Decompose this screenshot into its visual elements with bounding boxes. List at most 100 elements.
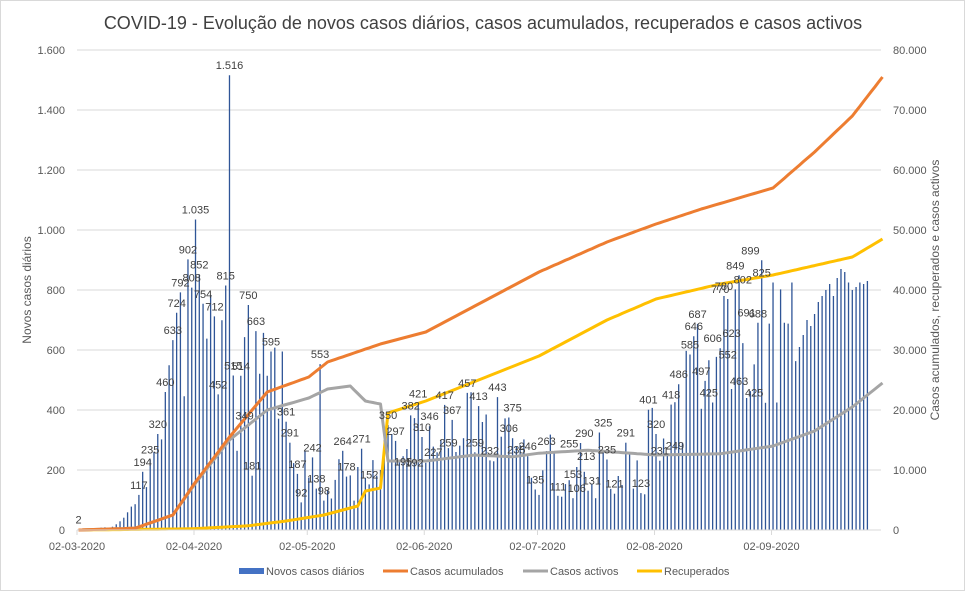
data-label: 815 (217, 271, 235, 283)
data-label: 382 (401, 400, 419, 412)
data-label: 192 (405, 457, 423, 469)
data-label: 413 (469, 391, 487, 403)
data-labels: 21171942353204606337247929028081.0358527… (75, 60, 770, 526)
y-right-tick-label: 60.000 (893, 165, 927, 177)
data-label: 297 (386, 426, 404, 438)
legend-swatch-bar (239, 568, 264, 574)
data-label: 802 (734, 274, 752, 286)
line-casos-acumulados (78, 76, 884, 532)
x-tick-label: 02-07-2020 (509, 541, 565, 553)
data-label: 255 (560, 439, 578, 451)
data-label: 849 (726, 260, 744, 272)
data-label: 902 (179, 244, 197, 256)
y-left-tick-label: 200 (47, 465, 65, 477)
data-label: 780 (715, 281, 733, 293)
data-label: 497 (692, 366, 710, 378)
data-label: 663 (247, 316, 265, 328)
data-label: 724 (167, 298, 185, 310)
y-right-tick-label: 70.000 (893, 105, 927, 117)
data-label: 463 (730, 376, 748, 388)
data-label: 131 (583, 476, 601, 488)
y-axis-left-title: Novos casos diários (20, 236, 34, 343)
y-right-tick-label: 40.000 (893, 285, 927, 297)
data-label: 792 (171, 277, 189, 289)
data-label: 235 (141, 445, 159, 457)
data-label: 606 (703, 333, 721, 345)
data-label: 320 (647, 419, 665, 431)
data-label: 121 (605, 479, 623, 491)
legend-label: Casos acumulados (410, 566, 504, 578)
data-label: 291 (617, 428, 635, 440)
legend-item: Recuperados (637, 566, 730, 578)
chart-title: COVID-19 - Evolução de novos casos diári… (104, 13, 862, 33)
data-label: 514 (232, 361, 250, 373)
data-label: 138 (307, 474, 325, 486)
data-label: 425 (700, 388, 718, 400)
data-label: 92 (295, 487, 307, 499)
data-label: 457 (458, 378, 476, 390)
data-label: 194 (133, 457, 151, 469)
data-label: 361 (277, 407, 295, 419)
data-label: 271 (352, 434, 370, 446)
y-right-tick-label: 10.000 (893, 465, 927, 477)
y-left-tick-label: 1.400 (37, 105, 65, 117)
data-label: 106 (568, 483, 586, 495)
x-tick-label: 02-08-2020 (626, 541, 682, 553)
data-label: 235 (598, 445, 616, 457)
data-label: 646 (685, 321, 703, 333)
legend-label: Recuperados (664, 566, 730, 578)
data-label: 349 (235, 410, 253, 422)
y-left-tick-label: 0 (59, 525, 65, 537)
data-label: 754 (194, 289, 212, 301)
y-left-tick-label: 800 (47, 285, 65, 297)
line-series (78, 76, 884, 532)
x-tick-label: 02-06-2020 (396, 541, 452, 553)
legend: Novos casos diários Casos acumulados Casos… (239, 566, 730, 578)
data-label: 712 (205, 301, 223, 313)
x-tick-label: 02-05-2020 (279, 541, 335, 553)
y-left-tick-label: 600 (47, 345, 65, 357)
y-left-tick-label: 1.200 (37, 165, 65, 177)
data-label: 421 (409, 389, 427, 401)
data-label: 111 (550, 482, 567, 494)
data-label: 552 (719, 349, 737, 361)
data-label: 585 (681, 340, 699, 352)
data-label: 417 (435, 390, 453, 402)
y-right-tick-label: 80.000 (893, 45, 927, 57)
data-label: 117 (130, 480, 148, 492)
data-label: 231 (651, 446, 669, 458)
data-label: 153 (564, 469, 582, 481)
data-label: 688 (749, 309, 767, 321)
data-label: 452 (209, 379, 227, 391)
data-label: 1.035 (182, 205, 210, 217)
data-label: 264 (334, 436, 352, 448)
data-label: 425 (745, 388, 763, 400)
data-label: 852 (190, 259, 208, 271)
data-label: 249 (666, 440, 684, 452)
y-left-tick-label: 1.000 (37, 225, 65, 237)
data-label: 460 (156, 377, 174, 389)
data-label: 213 (577, 451, 595, 463)
y-left-tick-label: 1.600 (37, 45, 65, 57)
data-label: 98 (318, 486, 330, 498)
data-label: 246 (519, 441, 537, 453)
y-right-tick-label: 30.000 (893, 345, 927, 357)
y-axis-left: 0 200 400 600 800 1.000 1.200 1.400 1.600 (37, 45, 65, 537)
y-right-tick-label: 50.000 (893, 225, 927, 237)
data-label: 310 (413, 422, 431, 434)
data-label: 443 (488, 382, 506, 394)
data-label: 367 (443, 405, 461, 417)
data-label: 135 (526, 475, 544, 487)
data-label: 227 (424, 447, 442, 459)
y-axis-right-title: Casos acumulados, recuperados e casos ac… (928, 160, 942, 421)
data-label: 825 (753, 268, 771, 280)
data-label: 486 (669, 369, 687, 381)
data-label: 178 (337, 462, 355, 474)
data-label: 687 (688, 309, 706, 321)
data-label: 152 (360, 469, 378, 481)
data-label: 187 (288, 459, 306, 471)
data-label: 181 (243, 461, 261, 473)
data-label: 899 (741, 245, 759, 257)
data-label: 242 (303, 442, 321, 454)
